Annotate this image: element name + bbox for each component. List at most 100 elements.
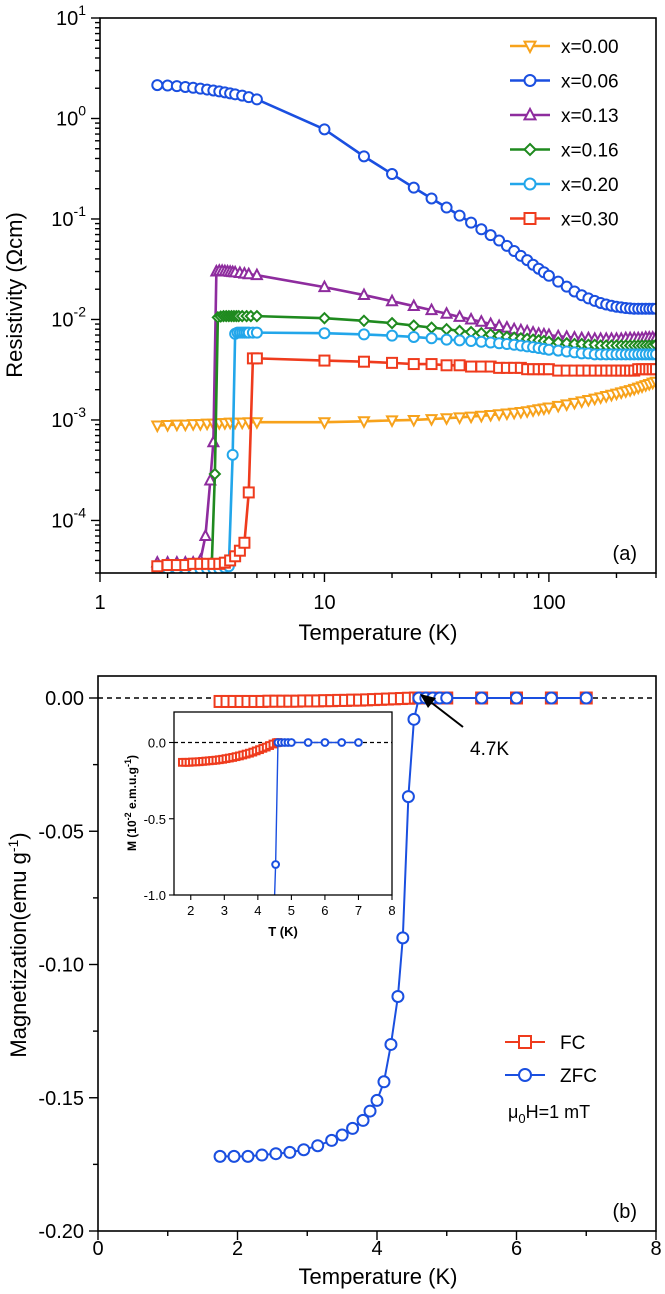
data-point [391, 989, 405, 1003]
data-point [407, 181, 420, 194]
inset-data-point [303, 738, 313, 747]
legend-label: x=0.30 [561, 210, 619, 231]
data-point [317, 417, 332, 430]
panel-a-label: (a) [613, 543, 637, 565]
data-point [483, 410, 498, 423]
inset-x-tick-label: 8 [388, 903, 395, 918]
data-point [250, 267, 264, 281]
data-point [424, 302, 439, 316]
legend-marker [522, 106, 538, 121]
data-point [317, 279, 332, 293]
data-point [297, 1143, 311, 1157]
data-point [208, 467, 222, 481]
data-point [160, 420, 175, 433]
data-point [386, 329, 399, 342]
legend-label: x=0.16 [561, 141, 619, 162]
data-point [544, 691, 558, 705]
data-point [475, 691, 489, 705]
data-point [250, 93, 263, 106]
legend-marker [523, 142, 537, 157]
data-point [357, 355, 370, 368]
panel-b-label: (b) [613, 1201, 637, 1223]
data-point [198, 528, 213, 542]
y-tick-label: -0.05 [38, 821, 84, 843]
inset-x-tick-label: 6 [321, 903, 328, 918]
y-tick-label: 0.00 [45, 688, 84, 710]
resistivity-x-axis-label: Temperature (K) [299, 620, 458, 645]
legend-label: ZFC [560, 1066, 597, 1087]
data-point [335, 1128, 349, 1142]
data-point [357, 287, 371, 301]
data-point [401, 790, 415, 804]
resistivity-legend: x=0.00 x=0.06 x=0.13 x=0.16 x=0.20 x=0.30 [510, 37, 619, 231]
data-point [385, 415, 399, 429]
x-tick-label: 1 [94, 592, 105, 614]
data-point [424, 414, 439, 427]
y-tick-label: 10-2 [51, 303, 86, 331]
inset-y-tick-label: -1.0 [144, 888, 166, 903]
tc-arrow-line [427, 699, 464, 728]
inset-axis-ticks: 2 3 4 5 6 7 8 0.0 -0.5 -1.0 [144, 736, 396, 919]
data-point [178, 419, 192, 433]
data-point [170, 419, 184, 433]
tc-arrow-head [420, 694, 436, 708]
y-tick-label: 10-3 [51, 404, 86, 432]
data-point [425, 321, 438, 335]
data-point [203, 472, 217, 486]
x-tick-label: 0 [92, 1238, 103, 1260]
y-tick-label: 10-1 [51, 203, 86, 231]
data-point [453, 209, 466, 222]
legend-label: x=0.20 [561, 175, 619, 196]
data-point [649, 329, 656, 343]
data-point [510, 691, 523, 705]
data-point [407, 414, 421, 428]
data-point [357, 328, 370, 341]
data-point [484, 229, 497, 242]
inset-x-tick-label: 2 [187, 903, 194, 918]
data-point [425, 358, 438, 371]
magnetization-data-layer [98, 691, 656, 1163]
data-point [552, 275, 565, 288]
data-point [440, 691, 454, 705]
data-point [283, 1145, 297, 1159]
data-point [206, 434, 221, 448]
x-tick-label: 8 [650, 1238, 661, 1260]
inset-data-point [286, 738, 296, 747]
data-point [213, 1149, 227, 1163]
data-point [440, 201, 453, 214]
data-point [377, 1075, 391, 1089]
legend-label: FC [560, 1033, 585, 1054]
data-point [579, 691, 593, 705]
data-point [464, 411, 478, 425]
x-tick-label: 6 [511, 1238, 522, 1260]
y-tick-label: 100 [56, 102, 86, 130]
data-point [465, 335, 478, 348]
data-point [500, 408, 514, 422]
data-point [346, 1121, 360, 1135]
inset-x-tick-label: 3 [221, 903, 228, 918]
data-point [357, 150, 370, 163]
data-point [227, 1149, 241, 1163]
legend-label: x=0.06 [561, 72, 619, 93]
inset-data-point [354, 738, 363, 747]
magnetization-y-axis-label: Magnetization(emu g-1) [5, 832, 31, 1057]
data-point [649, 338, 656, 352]
legend-marker [523, 212, 537, 225]
data-point [425, 192, 438, 205]
data-point [452, 412, 467, 426]
data-point [250, 417, 264, 430]
data-point [650, 363, 656, 376]
data-point [407, 712, 421, 726]
y-tick-label: 10-4 [51, 504, 86, 532]
data-point [407, 330, 420, 343]
data-point [226, 448, 239, 461]
data-point [474, 410, 488, 424]
data-point [560, 399, 574, 413]
data-point [385, 293, 399, 307]
data-point [439, 413, 454, 426]
magnetization-chart: 0 2 4 6 8 0.00 -0.05 -0.10 -0.15 -0.20 Temperatur… [5, 675, 662, 1289]
data-point [453, 359, 466, 372]
data-point [453, 334, 466, 347]
data-point [493, 234, 506, 247]
data-point [575, 396, 589, 410]
